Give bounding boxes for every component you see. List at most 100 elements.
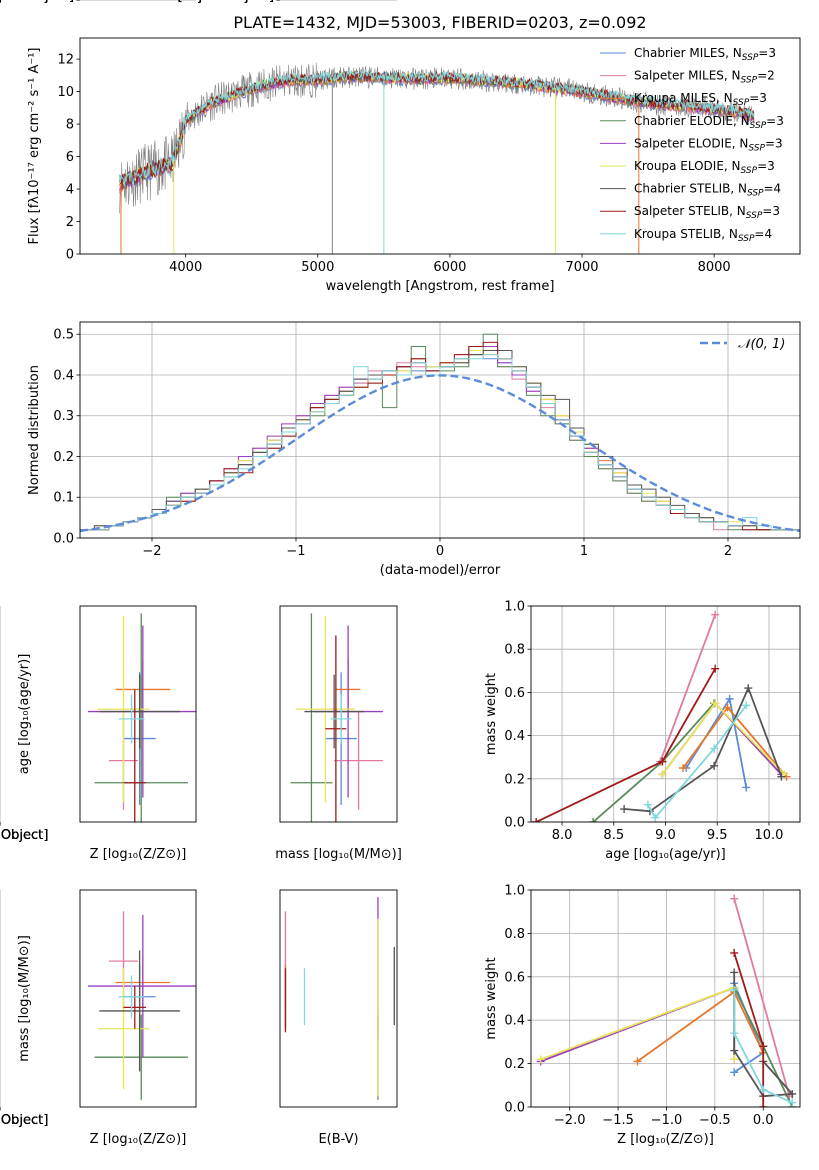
y-tick-label: 0.0 xyxy=(504,1101,525,1116)
x-tick-label: [object Object] xyxy=(0,1113,48,1128)
x-tick-label: 0.0 xyxy=(753,1113,774,1128)
y-tick-label: 0.4 xyxy=(504,729,525,744)
y-tick-label: 0.4 xyxy=(53,368,74,383)
weight-marker-kroupa_stelib xyxy=(742,701,751,710)
y-tick-label: [object Object] xyxy=(177,0,274,4)
plot-body xyxy=(284,897,395,1100)
y-tick-label: [object Object] xyxy=(177,0,274,4)
x-tick-label: 0 xyxy=(436,544,444,559)
y-axis-label: mass [log₁₀(M/M⊙)] xyxy=(17,935,32,1062)
y-tick-label: [object Object] xyxy=(0,0,74,4)
x-tick-label: −2.0 xyxy=(554,1113,586,1128)
x-tick-label: 8000 xyxy=(698,260,731,275)
residual-histogram-panel: −2 −1 0 1 2 0.0 0.1 0.2 0.3 0.4 0.5 (data-model)/er… xyxy=(27,321,801,578)
weight-marker-kroupa_miles xyxy=(723,703,732,712)
legend-entry-chabrier_miles: Chabrier MILES, NSSP=3 xyxy=(634,46,776,63)
age-vs-metallicity-panel: [object Object][object Object][object Ob… xyxy=(0,0,197,862)
weight-marker-kroupa_stelib xyxy=(730,985,739,994)
y-tick-label: [object Object] xyxy=(177,0,274,4)
y-tick-label: 0.4 xyxy=(504,1014,525,1029)
y-tick-label: [object Object] xyxy=(177,0,274,4)
weight-marker-salpeter_stelib xyxy=(658,757,667,766)
y-tick-label: [object Object] xyxy=(177,0,274,4)
y-axis-label: age [log₁₀(age/yr)] xyxy=(17,654,32,775)
y-tick-label: 4 xyxy=(66,183,74,198)
y-tick-label: [object Object] xyxy=(177,0,274,4)
y-axis-label: mass weight xyxy=(484,673,499,755)
y-tick-label: 0.2 xyxy=(504,1057,525,1072)
legend-entry-salpeter_miles: Salpeter MILES, NSSP=2 xyxy=(634,69,775,86)
weight-marker-salpeter_miles xyxy=(711,610,720,619)
y-tick-label: [object Object] xyxy=(0,0,74,4)
plot-body xyxy=(88,613,196,822)
y-tick-label: 0 xyxy=(66,248,74,263)
y-tick-label: 8 xyxy=(66,118,74,133)
axes-frame xyxy=(79,889,197,1108)
weight-marker-salpeter_stelib xyxy=(711,664,720,673)
x-tick-label: [object Object] xyxy=(0,828,48,843)
x-tick-label: 7000 xyxy=(565,260,598,275)
weight-marker-salpeter_stelib xyxy=(730,948,739,957)
y-tick-label: 6 xyxy=(66,150,74,165)
x-tick-label: [object Object] xyxy=(0,1113,48,1128)
y-tick-label: [object Object] xyxy=(0,0,74,4)
axes-frame xyxy=(530,889,801,1108)
weight-marker-chabrier_stelib xyxy=(730,968,739,977)
normal-curve xyxy=(80,374,800,533)
x-tick-label: 8.0 xyxy=(552,828,573,843)
y-tick-label: 0.8 xyxy=(504,927,525,942)
weight-line-salpeter_miles xyxy=(733,898,791,1097)
x-tick-label: [object Object] xyxy=(0,1113,48,1128)
weight-marker-chabrier_elodie xyxy=(589,818,598,822)
x-tick-label: −2 xyxy=(142,544,161,559)
weight-line-chabrier_elodie xyxy=(592,702,715,822)
spectrum-legend: Chabrier MILES, NSSP=3 Salpeter MILES, NS… xyxy=(600,46,784,244)
y-axis-label: Flux [fλ10⁻¹⁷ erg cm⁻² s⁻¹ A⁻¹] xyxy=(27,48,42,245)
spectrum-panel: 4000 5000 6000 7000 8000 0 2 4 6 8 10 12 wavelength … xyxy=(27,37,801,294)
weight-marker-chabrier_stelib xyxy=(620,805,629,814)
x-axis-label: age [log₁₀(age/yr)] xyxy=(605,847,726,862)
x-tick-label: 4000 xyxy=(169,260,202,275)
legend-entry-chabrier_stelib: Chabrier STELIB, NSSP=4 xyxy=(634,182,781,199)
y-tick-label: [object Object] xyxy=(0,0,74,4)
y-tick-label: [object Object] xyxy=(177,0,274,4)
weight-marker-kroupa_stelib xyxy=(788,1098,797,1107)
mass-weight-vs-age-panel: 8.0 8.5 9.0 9.5 10.0 0.0 0.2 0.4 0.6 0.8 1.0 age [l… xyxy=(484,600,801,862)
x-tick-label: −1.5 xyxy=(602,1113,634,1128)
plot-body xyxy=(80,333,800,538)
weight-marker-kroupa_miles xyxy=(633,1057,642,1066)
y-tick-label: 2 xyxy=(66,215,74,230)
x-tick-label: 10.0 xyxy=(754,828,783,843)
x-axis-label: wavelength [Angstrom, rest frame] xyxy=(326,279,555,294)
legend-entry-kroupa_stelib: Kroupa STELIB, NSSP=4 xyxy=(634,227,772,244)
x-tick-label: 1 xyxy=(580,544,588,559)
y-tick-label: 0.1 xyxy=(53,491,74,506)
weight-marker-salpeter_miles xyxy=(730,894,739,903)
weight-marker-chabrier_stelib xyxy=(730,1046,739,1055)
weight-line-kroupa_stelib xyxy=(647,704,747,820)
x-tick-label: 6000 xyxy=(433,260,466,275)
y-tick-label: 0.2 xyxy=(53,450,74,465)
y-tick-label: [object Object] xyxy=(177,0,274,4)
weight-marker-salpeter_stelib xyxy=(759,1042,768,1051)
plot-body xyxy=(88,911,196,1100)
weight-marker-chabrier_stelib xyxy=(710,761,719,770)
x-tick-label: [object Object] xyxy=(0,1113,48,1128)
model-fit-kroupa_stelib xyxy=(119,69,755,187)
y-tick-label: [object Object] xyxy=(0,0,74,4)
weight-marker-kroupa_stelib xyxy=(730,1029,739,1038)
axes-frame xyxy=(279,605,398,823)
x-axis-label: Z [log₁₀(Z/Z⊙)] xyxy=(90,847,187,862)
y-tick-label: [object Object] xyxy=(0,0,74,4)
weight-marker-salpeter_stelib xyxy=(759,1103,768,1107)
weight-marker-kroupa_stelib xyxy=(651,813,660,822)
weight-marker-kroupa_miles xyxy=(679,764,688,772)
weight-marker-kroupa_stelib xyxy=(643,800,652,809)
weight-line-kroupa_stelib xyxy=(733,989,793,1104)
x-tick-label: 5000 xyxy=(301,260,334,275)
weight-marker-kroupa_elodie xyxy=(711,699,720,708)
weight-line-salpeter_miles xyxy=(659,614,717,762)
mass-weight-vs-metallicity-panel: −2.0 −1.5 −1.0 −0.5 0.0 0.0 0.2 0.4 0.6 0.8 1.0 Z [… xyxy=(484,884,801,1147)
weight-marker-chabrier_stelib xyxy=(788,1089,797,1098)
